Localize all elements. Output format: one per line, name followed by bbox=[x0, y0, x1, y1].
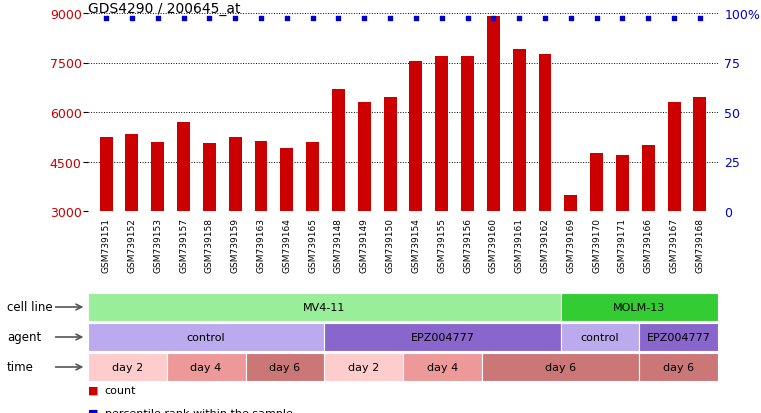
Bar bbox=[461, 57, 474, 211]
Bar bbox=[409, 62, 422, 211]
FancyBboxPatch shape bbox=[403, 353, 482, 381]
FancyBboxPatch shape bbox=[246, 353, 324, 381]
Text: day 2: day 2 bbox=[348, 362, 379, 372]
Bar bbox=[667, 103, 680, 211]
FancyBboxPatch shape bbox=[482, 353, 639, 381]
Bar bbox=[151, 142, 164, 211]
Point bbox=[410, 16, 422, 22]
Text: day 2: day 2 bbox=[112, 362, 143, 372]
Bar bbox=[435, 57, 448, 211]
Bar bbox=[306, 142, 319, 211]
Text: EPZ004777: EPZ004777 bbox=[647, 332, 711, 342]
Bar bbox=[254, 141, 267, 211]
Bar bbox=[280, 149, 293, 211]
Text: percentile rank within the sample: percentile rank within the sample bbox=[105, 408, 293, 413]
Text: day 4: day 4 bbox=[190, 362, 221, 372]
Bar bbox=[591, 154, 603, 211]
Bar bbox=[513, 50, 526, 211]
Bar bbox=[539, 55, 552, 211]
Text: agent: agent bbox=[7, 330, 41, 343]
Text: MV4-11: MV4-11 bbox=[303, 302, 345, 312]
Bar bbox=[203, 144, 216, 211]
Bar bbox=[616, 156, 629, 211]
Text: time: time bbox=[7, 360, 34, 373]
FancyBboxPatch shape bbox=[561, 293, 718, 321]
Point bbox=[100, 16, 112, 22]
Bar bbox=[229, 138, 242, 211]
Text: ■: ■ bbox=[88, 408, 98, 413]
Point bbox=[694, 16, 706, 22]
FancyBboxPatch shape bbox=[167, 353, 246, 381]
Point bbox=[668, 16, 680, 22]
Point bbox=[203, 16, 215, 22]
Bar bbox=[126, 135, 139, 211]
Text: EPZ004777: EPZ004777 bbox=[410, 332, 474, 342]
Point bbox=[358, 16, 371, 22]
Text: day 6: day 6 bbox=[269, 362, 301, 372]
FancyBboxPatch shape bbox=[639, 323, 718, 351]
Point bbox=[281, 16, 293, 22]
Bar bbox=[177, 123, 190, 211]
Point bbox=[616, 16, 629, 22]
FancyBboxPatch shape bbox=[88, 353, 167, 381]
FancyBboxPatch shape bbox=[639, 353, 718, 381]
Text: control: control bbox=[581, 332, 619, 342]
Bar bbox=[565, 195, 578, 211]
Point bbox=[461, 16, 473, 22]
Point bbox=[333, 16, 345, 22]
Text: GDS4290 / 200645_at: GDS4290 / 200645_at bbox=[88, 2, 240, 16]
FancyBboxPatch shape bbox=[324, 353, 403, 381]
Bar bbox=[100, 138, 113, 211]
Point bbox=[177, 16, 189, 22]
FancyBboxPatch shape bbox=[88, 293, 561, 321]
Bar bbox=[358, 103, 371, 211]
Text: day 6: day 6 bbox=[663, 362, 694, 372]
Point bbox=[255, 16, 267, 22]
Text: control: control bbox=[186, 332, 225, 342]
Point bbox=[539, 16, 551, 22]
Bar bbox=[384, 98, 396, 211]
Text: cell line: cell line bbox=[7, 300, 53, 313]
Text: count: count bbox=[105, 385, 136, 395]
Point bbox=[384, 16, 396, 22]
FancyBboxPatch shape bbox=[324, 323, 561, 351]
FancyBboxPatch shape bbox=[88, 323, 324, 351]
Point bbox=[513, 16, 525, 22]
Point bbox=[642, 16, 654, 22]
Text: day 6: day 6 bbox=[545, 362, 576, 372]
Bar bbox=[642, 146, 654, 211]
Text: MOLM-13: MOLM-13 bbox=[613, 302, 665, 312]
FancyBboxPatch shape bbox=[561, 323, 639, 351]
Point bbox=[487, 16, 499, 22]
Bar bbox=[487, 17, 500, 211]
Point bbox=[591, 16, 603, 22]
Bar bbox=[693, 98, 706, 211]
Bar bbox=[332, 90, 345, 211]
Point bbox=[151, 16, 164, 22]
Point bbox=[126, 16, 138, 22]
Text: day 4: day 4 bbox=[427, 362, 458, 372]
Point bbox=[229, 16, 241, 22]
Point bbox=[565, 16, 577, 22]
Point bbox=[435, 16, 447, 22]
Text: ■: ■ bbox=[88, 385, 98, 395]
Point bbox=[307, 16, 319, 22]
